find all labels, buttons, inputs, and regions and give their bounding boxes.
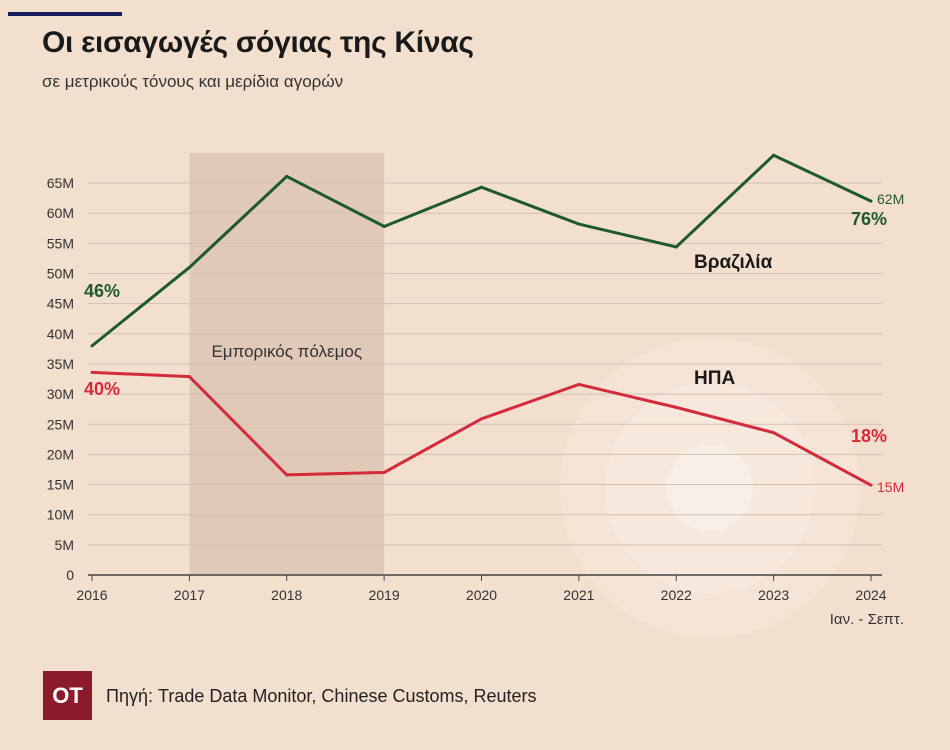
brazil-data-point xyxy=(772,153,776,157)
ot-logo: OT xyxy=(43,671,92,720)
y-tick-label: 5M xyxy=(55,537,74,553)
brazil-data-point xyxy=(90,344,94,348)
brazil-end-value: 62M xyxy=(877,191,904,207)
y-tick-label: 40M xyxy=(47,326,74,342)
x-tick-label: 2023 xyxy=(758,587,789,603)
usa-end-value: 15M xyxy=(877,479,904,495)
brazil-data-point xyxy=(382,224,386,228)
usa-data-point xyxy=(480,417,483,421)
y-tick-label: 30M xyxy=(47,386,74,402)
x-tick-label: 2017 xyxy=(174,587,205,603)
usa-data-point xyxy=(772,431,776,435)
brazil-data-point xyxy=(480,185,483,189)
x-tick-label: 2018 xyxy=(271,587,302,603)
usa-end-share: 18% xyxy=(851,426,887,446)
chart-subtitle: σε μετρικούς τόνους και μερίδια αγορών xyxy=(42,72,344,91)
y-tick-label: 55M xyxy=(47,235,74,251)
usa-data-point xyxy=(869,483,873,487)
chart-title: Οι εισαγωγές σόγιας της Κίνας xyxy=(42,26,474,59)
top-accent-rule xyxy=(8,12,122,16)
y-tick-label: 65M xyxy=(47,175,74,191)
trade-war-label: Εμπορικός πόλεμος xyxy=(211,342,362,361)
usa-series-label: ΗΠΑ xyxy=(694,368,735,389)
x-tick-label: 2021 xyxy=(563,587,594,603)
source-note: Πηγή: Trade Data Monitor, Chinese Custom… xyxy=(106,686,537,706)
y-tick-label: 60M xyxy=(47,205,74,221)
usa-data-point xyxy=(285,473,289,477)
y-tick-label: 25M xyxy=(47,416,74,432)
x-tick-label: 2020 xyxy=(466,587,497,603)
brazil-series-label: Βραζιλία xyxy=(694,252,773,273)
x-period-note: Ιαν. - Σεπτ. xyxy=(830,611,904,628)
y-tick-label: 35M xyxy=(47,356,74,372)
usa-data-point xyxy=(674,405,678,409)
brazil-data-point xyxy=(577,222,581,226)
brazil-data-point xyxy=(869,199,873,203)
y-tick-label: 45M xyxy=(47,296,74,312)
y-tick-label: 15M xyxy=(47,477,74,493)
usa-start-share: 40% xyxy=(84,379,120,399)
usa-data-point xyxy=(577,382,581,386)
brazil-start-share: 46% xyxy=(84,281,120,301)
usa-data-point xyxy=(90,370,94,374)
brazil-data-point xyxy=(674,245,678,249)
x-tick-label: 2022 xyxy=(661,587,692,603)
watermark-circle-inner xyxy=(667,445,753,531)
x-tick-label: 2024 xyxy=(855,587,886,603)
brazil-end-share: 76% xyxy=(851,209,887,229)
y-tick-label: 50M xyxy=(47,266,74,282)
usa-data-point xyxy=(382,470,386,474)
x-tick-label: 2019 xyxy=(369,587,400,603)
y-tick-label: 10M xyxy=(47,507,74,523)
y-tick-label: 0 xyxy=(66,567,74,583)
y-tick-label: 20M xyxy=(47,446,74,462)
usa-data-point xyxy=(187,375,191,379)
x-tick-label: 2016 xyxy=(76,587,107,603)
brazil-data-point xyxy=(187,265,191,269)
brazil-data-point xyxy=(285,174,289,178)
